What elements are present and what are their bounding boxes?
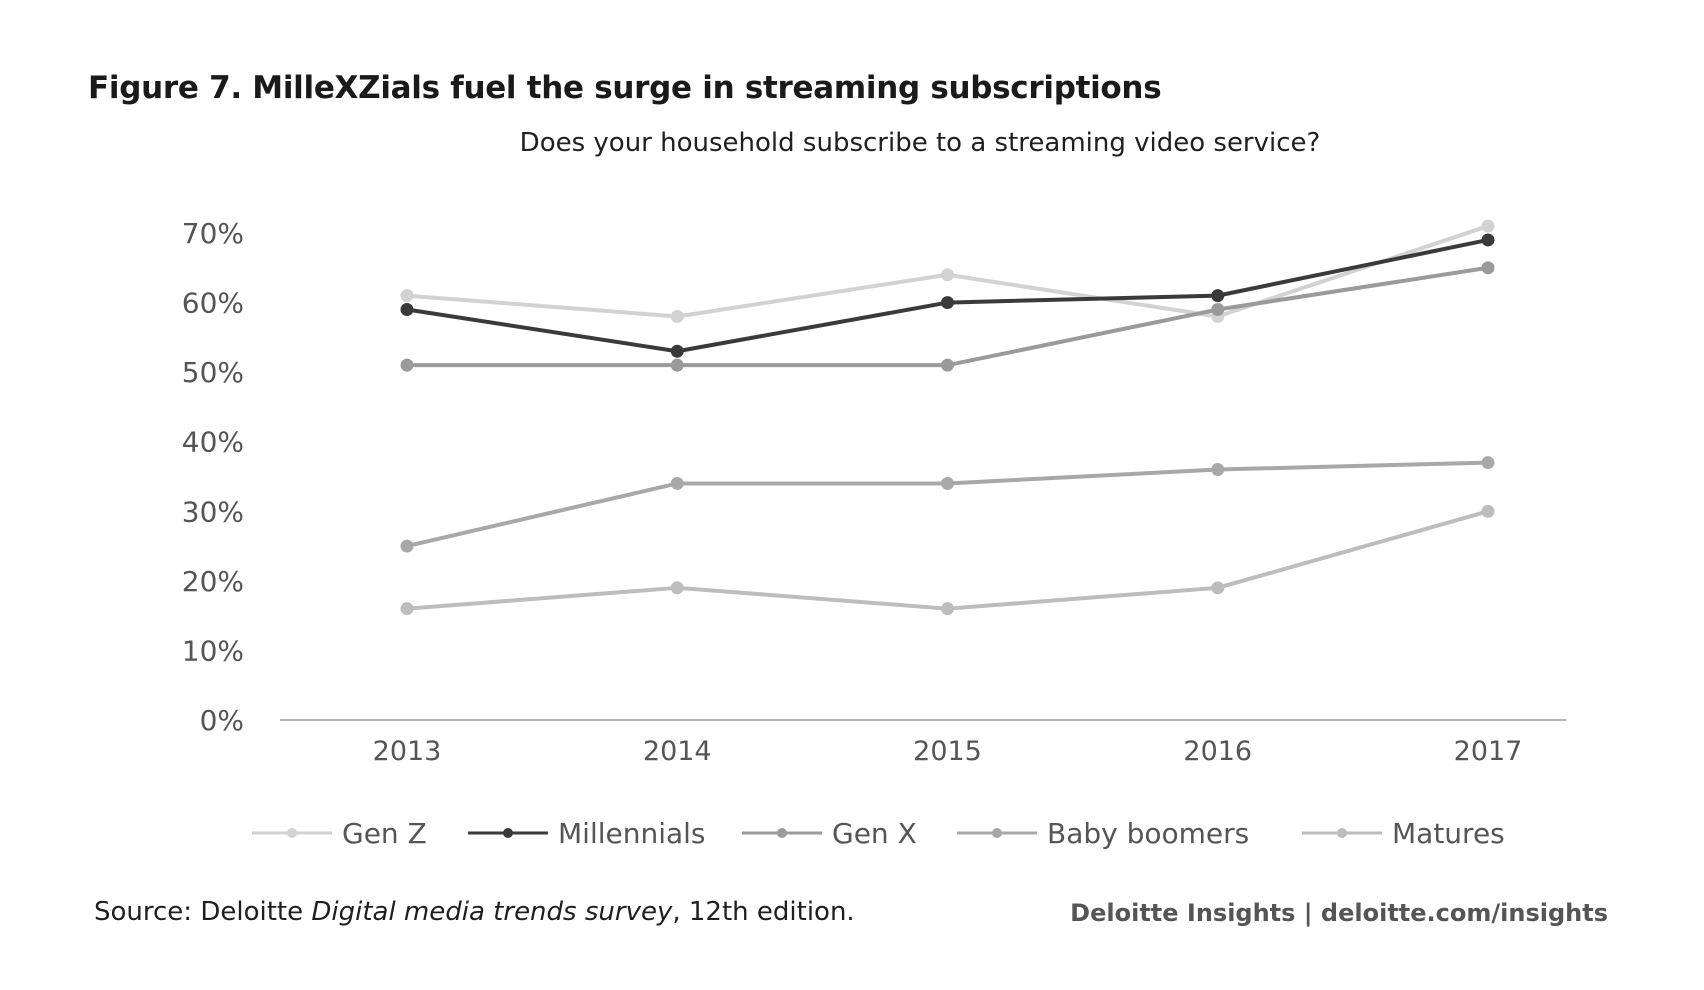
legend-label: Matures xyxy=(1392,817,1505,850)
data-point-millennials xyxy=(1481,233,1495,247)
x-tick-label: 2017 xyxy=(1454,736,1523,767)
data-point-matures xyxy=(1481,504,1495,518)
brand-credit: Deloitte Insights | deloitte.com/insight… xyxy=(1070,899,1608,927)
data-point-baby-boomers xyxy=(1481,456,1495,470)
data-point-millennials xyxy=(400,303,414,317)
y-tick-label: 40% xyxy=(182,426,244,459)
source-title: Digital media trends survey xyxy=(311,897,673,927)
data-point-millennials xyxy=(1211,289,1225,303)
source-prefix: Source: Deloitte xyxy=(94,897,312,927)
x-tick-label: 2015 xyxy=(913,736,982,767)
legend-item-matures: Matures xyxy=(1302,817,1505,850)
source-suffix: , 12th edition. xyxy=(672,897,855,927)
series-line-baby-boomers xyxy=(405,460,1490,549)
figure-title: Figure 7. MilleXZials fuel the surge in … xyxy=(88,70,1162,106)
legend-swatch-marker xyxy=(503,828,513,838)
data-point-matures xyxy=(400,602,414,616)
data-point-baby-boomers xyxy=(941,476,954,490)
legend-item-baby-boomers: Baby boomers xyxy=(957,817,1249,850)
series-layer xyxy=(400,219,1495,616)
y-tick-label: 60% xyxy=(182,287,244,320)
data-point-matures xyxy=(670,581,684,595)
data-point-millennials xyxy=(670,344,684,358)
legend-label: Millennials xyxy=(558,817,706,850)
series-baby-boomers xyxy=(400,456,1495,553)
data-point-gen-z xyxy=(1481,219,1495,233)
data-point-gen-x xyxy=(941,358,954,372)
series-line-millennials xyxy=(405,237,1490,354)
data-point-gen-x xyxy=(400,358,414,372)
y-tick-label: 30% xyxy=(182,495,244,528)
y-tick-label: 0% xyxy=(200,704,244,737)
y-tick-label: 20% xyxy=(182,565,244,598)
data-point-gen-z xyxy=(941,268,954,282)
legend-swatch-marker xyxy=(992,828,1002,838)
series-matures xyxy=(400,504,1495,616)
legend-item-gen-z: Gen Z xyxy=(252,817,427,850)
data-point-gen-x xyxy=(670,358,684,372)
source-note: Source: Deloitte Digital media trends su… xyxy=(94,897,855,927)
y-tick-label: 70% xyxy=(182,217,244,250)
figure-subtitle: Does your household subscribe to a strea… xyxy=(519,128,1321,158)
data-point-baby-boomers xyxy=(400,539,414,553)
x-tick-label: 2013 xyxy=(373,736,442,767)
data-point-matures xyxy=(1211,581,1225,595)
y-tick-label: 10% xyxy=(182,634,244,667)
data-point-millennials xyxy=(941,296,954,310)
legend-swatch-marker xyxy=(1337,828,1347,838)
legend-swatch-marker xyxy=(287,828,297,838)
legend-label: Gen X xyxy=(832,817,917,850)
data-point-gen-x xyxy=(1481,261,1495,275)
legend-swatch-marker xyxy=(777,828,787,838)
data-point-gen-z xyxy=(670,309,684,323)
legend: Gen Z Millennials Gen X Baby boomers Matures xyxy=(252,817,1505,850)
series-line-matures xyxy=(405,509,1490,611)
legend-label: Baby boomers xyxy=(1047,817,1249,850)
x-axis-ticks: 2013 2014 2015 2016 2017 xyxy=(373,736,1523,767)
legend-label: Gen Z xyxy=(342,817,427,850)
data-point-baby-boomers xyxy=(1211,463,1225,477)
y-axis-ticks: 0% 10% 20% 30% 40% 50% 60% 70% xyxy=(182,217,244,737)
legend-item-millennials: Millennials xyxy=(468,817,706,850)
x-tick-label: 2014 xyxy=(643,736,712,767)
series-millennials xyxy=(400,233,1495,358)
data-point-baby-boomers xyxy=(670,476,684,490)
data-point-gen-z xyxy=(400,289,414,303)
legend-item-gen-x: Gen X xyxy=(742,817,917,850)
y-tick-label: 50% xyxy=(182,356,244,389)
data-point-matures xyxy=(941,602,954,616)
series-gen-x xyxy=(400,261,1495,372)
data-point-gen-x xyxy=(1211,303,1225,317)
x-tick-label: 2016 xyxy=(1183,736,1252,767)
